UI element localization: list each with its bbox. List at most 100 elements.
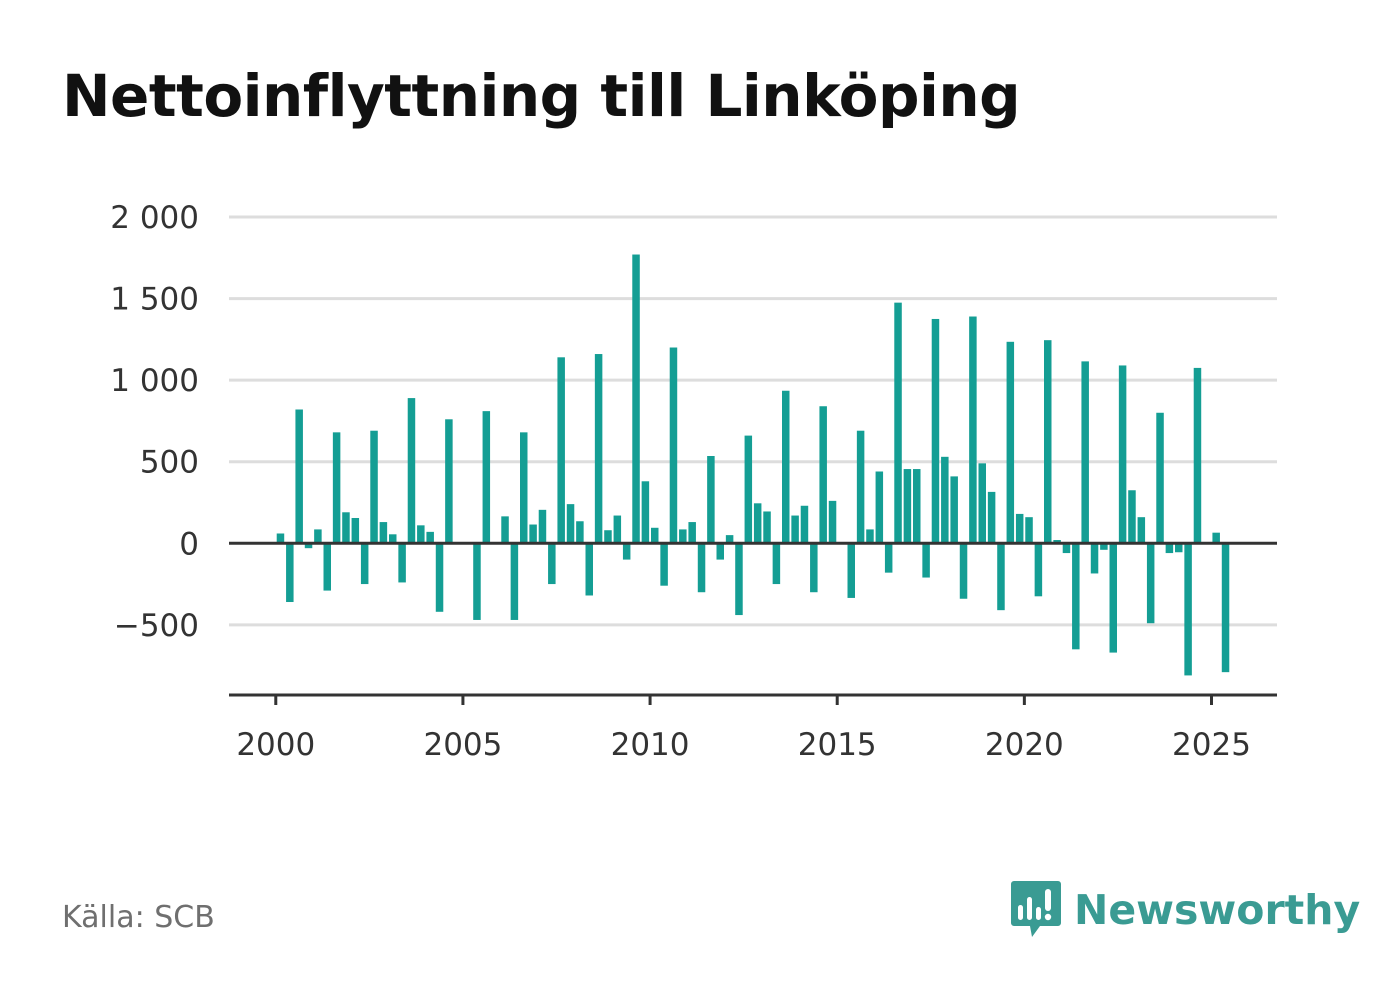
bar (1109, 543, 1117, 653)
bar (286, 543, 294, 603)
bar (1062, 543, 1071, 554)
source-note: Källa: SCB (62, 900, 215, 935)
bar (370, 430, 378, 544)
bar (1006, 341, 1015, 544)
bar (782, 390, 790, 544)
bar (594, 354, 603, 544)
bar (1184, 543, 1192, 676)
bar (557, 357, 565, 544)
bar (725, 535, 734, 544)
bar (482, 411, 491, 544)
bar (753, 503, 762, 544)
bar (875, 471, 884, 544)
bar (445, 419, 453, 544)
bar (426, 531, 434, 544)
bar (576, 521, 584, 544)
bar (501, 516, 509, 544)
bar (922, 543, 930, 578)
bar (735, 543, 743, 616)
bar (641, 481, 650, 544)
x-tick-label: 2025 (1172, 727, 1251, 763)
bar (389, 534, 397, 544)
bar (800, 505, 809, 544)
bar (548, 543, 556, 585)
bar (566, 504, 575, 544)
bar (538, 509, 547, 544)
bar (772, 543, 781, 585)
bar (697, 543, 706, 593)
bar (1118, 365, 1127, 544)
bar (679, 529, 687, 544)
y-tick-label: 500 (140, 445, 199, 481)
bar (417, 525, 425, 544)
bar (398, 543, 406, 583)
bar (688, 522, 696, 544)
bar (1175, 543, 1183, 553)
bar (894, 302, 902, 544)
bar (1137, 517, 1146, 544)
bar (1165, 543, 1174, 554)
y-tick-label: 2 000 (110, 200, 199, 236)
bar (660, 543, 668, 586)
bar (407, 398, 416, 544)
bar (276, 533, 285, 544)
brand-logo: Newsworthy (1010, 878, 1360, 942)
bar (1053, 540, 1061, 544)
bar (931, 318, 940, 544)
bar (1015, 513, 1024, 544)
bar (969, 316, 977, 544)
bar (295, 409, 303, 544)
bar (1081, 361, 1089, 544)
bar (707, 456, 715, 544)
bar (866, 529, 874, 544)
x-tick-label: 2020 (985, 727, 1064, 763)
bar (856, 430, 865, 544)
bar (323, 543, 331, 591)
bar (791, 515, 799, 544)
bar (473, 543, 481, 620)
bar (987, 491, 996, 544)
bar (651, 527, 659, 544)
bar (810, 543, 818, 593)
bar (604, 530, 612, 544)
bar (744, 435, 753, 544)
bar (435, 543, 444, 612)
bar (1221, 543, 1230, 673)
bar (1025, 517, 1033, 544)
bar (314, 529, 322, 544)
bar (351, 517, 360, 544)
bar (716, 543, 724, 560)
x-tick-label: 2015 (798, 727, 877, 763)
x-axis-ticks: 2000 2005 2010 2015 2020 2025 (236, 695, 1251, 763)
y-axis-tick-labels: −500 0 500 1 000 1 500 2 000 (110, 200, 199, 644)
bar (950, 476, 958, 544)
bar (1090, 543, 1099, 574)
bar (510, 543, 519, 620)
bar (1128, 490, 1136, 544)
bar (913, 469, 921, 544)
bar (763, 511, 771, 544)
bar (1212, 532, 1220, 544)
bar (585, 543, 593, 596)
x-tick-label: 2000 (236, 727, 315, 763)
bar (632, 254, 640, 544)
bars (276, 254, 1230, 676)
bar (941, 456, 949, 544)
bar (304, 543, 313, 549)
bar (669, 347, 678, 544)
bar (1100, 543, 1108, 550)
bar (1193, 367, 1202, 544)
bar (360, 543, 369, 585)
bar (622, 543, 631, 560)
bar (997, 543, 1005, 611)
x-tick-label: 2010 (611, 727, 690, 763)
bar (1156, 412, 1164, 544)
gridlines (229, 215, 1277, 627)
bar (847, 543, 855, 598)
bar (520, 432, 528, 544)
bar (1034, 543, 1043, 597)
bar (1146, 543, 1155, 624)
bar (884, 543, 893, 573)
y-tick-label: 1 000 (110, 363, 199, 399)
